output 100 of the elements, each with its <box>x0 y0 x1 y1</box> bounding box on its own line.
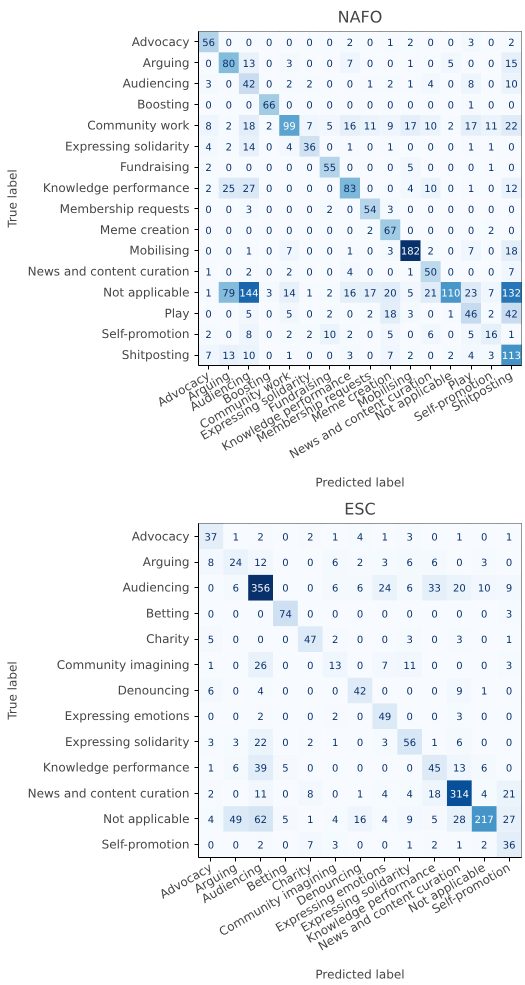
y-tick-label: Community imagining <box>56 658 190 672</box>
data-label: 7 <box>307 840 314 852</box>
data-label: 4 <box>205 142 212 154</box>
data-label: 10 <box>424 184 438 196</box>
data-label: 0 <box>431 660 438 672</box>
data-label: 0 <box>346 226 354 237</box>
data-label: 0 <box>448 226 454 237</box>
data-label: 0 <box>232 840 239 852</box>
data-label: 1 <box>406 840 413 852</box>
data-label: 1 <box>208 764 214 775</box>
data-label: 1 <box>232 532 239 544</box>
data-label: 0 <box>326 80 333 91</box>
data-label: 8 <box>246 330 252 342</box>
data-label: 0 <box>232 789 239 800</box>
data-label: 0 <box>356 764 364 775</box>
data-label: 3 <box>488 351 494 362</box>
data-label: 74 <box>279 609 292 620</box>
data-label: 0 <box>306 204 313 216</box>
data-label: 0 <box>246 226 252 237</box>
data-label: 3 <box>232 738 239 749</box>
data-label: 0 <box>366 58 374 70</box>
data-label: 99 <box>282 121 296 132</box>
data-label: 356 <box>251 584 270 595</box>
data-label: 0 <box>508 100 515 112</box>
data-label: 5 <box>407 288 414 300</box>
data-label: 3 <box>456 635 463 646</box>
data-label: 3 <box>456 712 463 724</box>
data-label: 0 <box>481 532 488 544</box>
data-label: 25 <box>222 184 236 196</box>
data-label: 1 <box>448 309 454 320</box>
data-label: 0 <box>456 660 463 672</box>
data-label: 0 <box>366 268 374 279</box>
data-label: 3 <box>387 246 394 258</box>
data-label: 0 <box>488 246 494 258</box>
data-label: 0 <box>448 80 454 91</box>
data-label: 13 <box>453 764 466 775</box>
data-label: 2 <box>508 38 515 49</box>
data-label: 5 <box>246 309 252 320</box>
data-label: 0 <box>266 330 272 342</box>
data-label: 3 <box>407 309 414 320</box>
y-tick-label: Meme creation <box>100 222 190 237</box>
data-label: 3 <box>387 204 394 216</box>
data-label: 27 <box>242 184 256 196</box>
data-label: 0 <box>282 584 289 595</box>
data-label: 2 <box>407 38 414 49</box>
data-label: 13 <box>328 660 342 672</box>
data-label: 36 <box>502 840 516 852</box>
data-label: 0 <box>226 100 232 112</box>
data-label: 5 <box>407 163 414 174</box>
y-tick-label: Not applicable <box>103 812 190 826</box>
data-label: 12 <box>254 558 267 570</box>
y-tick-label: Advocacy <box>132 529 190 544</box>
data-label: 2 <box>257 532 264 544</box>
data-label: 45 <box>428 764 441 775</box>
data-label: 0 <box>326 351 333 362</box>
data-label: 0 <box>366 184 374 196</box>
data-label: 1 <box>506 532 512 544</box>
data-label: 2 <box>332 635 338 646</box>
data-label: 67 <box>384 226 397 237</box>
data-label: 0 <box>456 609 463 620</box>
data-label: 0 <box>266 38 272 49</box>
y-tick-label: Arguing <box>142 555 190 570</box>
data-label: 0 <box>366 351 374 362</box>
data-label: 0 <box>332 789 338 800</box>
data-label: 0 <box>307 712 314 724</box>
data-label: 0 <box>326 184 333 196</box>
data-label: 0 <box>246 38 252 49</box>
data-label: 5 <box>326 121 333 132</box>
data-label: 0 <box>307 660 314 672</box>
data-label: 16 <box>484 330 498 342</box>
data-label: 24 <box>378 584 392 595</box>
data-label: 21 <box>424 288 438 300</box>
data-label: 3 <box>208 738 214 749</box>
data-label: 0 <box>382 686 388 698</box>
y-axis-title: True label <box>6 169 20 229</box>
data-label: 6 <box>356 584 364 595</box>
data-label: 0 <box>382 609 388 620</box>
data-label: 4 <box>406 789 413 800</box>
data-label: 0 <box>306 268 313 279</box>
y-tick-label: Self-promotion <box>102 838 190 852</box>
data-label: 0 <box>431 635 438 646</box>
data-label: 0 <box>356 609 364 620</box>
data-label: 3 <box>332 840 338 852</box>
y-tick-label: Self-promotion <box>102 327 190 342</box>
data-label: 3 <box>506 660 512 672</box>
data-label: 132 <box>502 288 521 300</box>
data-label: 0 <box>448 184 454 196</box>
data-label: 0 <box>407 226 414 237</box>
data-label: 0 <box>366 330 374 342</box>
data-label: 0 <box>208 840 214 852</box>
data-label: 0 <box>366 142 374 154</box>
data-label: 0 <box>481 635 488 646</box>
data-label: 0 <box>506 738 512 749</box>
data-label: 0 <box>282 840 289 852</box>
data-label: 83 <box>344 184 356 196</box>
data-label: 2 <box>205 163 212 174</box>
data-label: 1 <box>407 268 414 279</box>
data-label: 0 <box>286 204 293 216</box>
y-tick-label: Fundraising <box>120 160 190 174</box>
data-label: 5 <box>468 330 474 342</box>
